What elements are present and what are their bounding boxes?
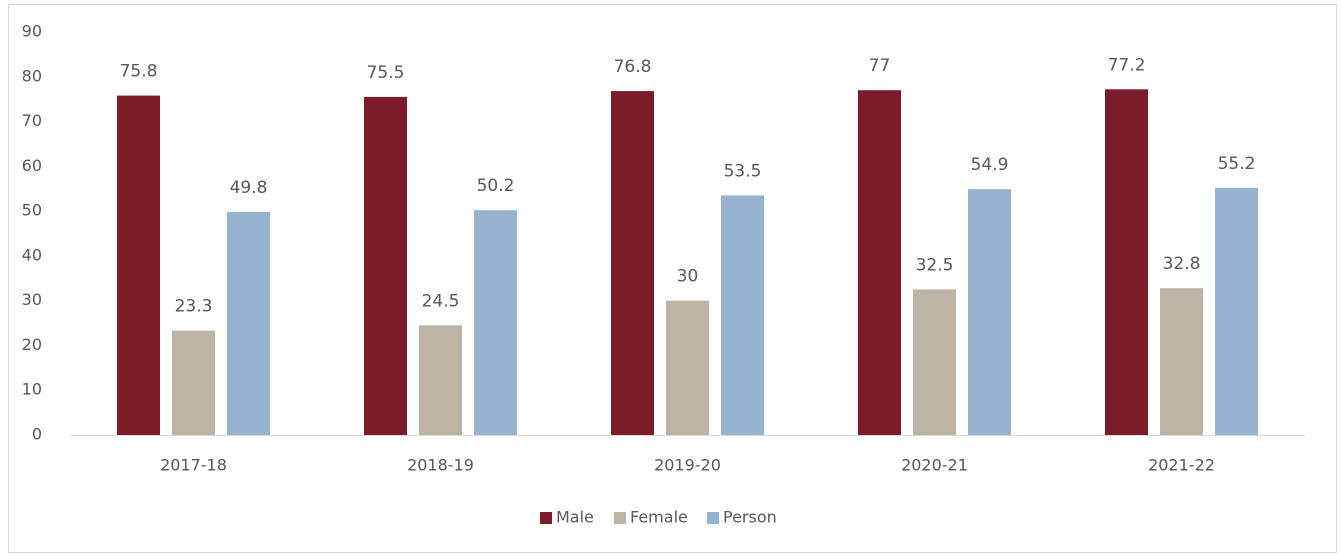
bar	[611, 91, 654, 436]
bar	[1215, 187, 1258, 435]
bar	[913, 289, 956, 435]
data-label: 24.5	[422, 291, 460, 311]
legend-label: Person	[723, 508, 777, 527]
data-label: 53.5	[724, 161, 762, 181]
data-label: 50.2	[477, 176, 515, 196]
legend-swatch	[540, 512, 552, 524]
y-tick-label: 60	[22, 156, 42, 175]
data-label: 54.9	[971, 155, 1009, 175]
data-label: 75.8	[120, 62, 158, 82]
y-tick-label: 50	[22, 201, 42, 220]
legend-swatch	[614, 512, 626, 524]
x-tick-label: 2019-20	[654, 456, 721, 475]
data-label: 23.3	[175, 297, 213, 317]
bar	[364, 96, 407, 435]
bar	[474, 210, 517, 435]
data-label: 75.5	[367, 63, 405, 83]
legend-label: Male	[556, 508, 594, 527]
y-tick-label: 40	[22, 245, 42, 264]
data-label: 55.2	[1218, 154, 1256, 174]
legend-swatch	[707, 512, 719, 524]
bar	[968, 189, 1011, 435]
x-tick-label: 2021-22	[1148, 456, 1215, 475]
y-tick-label: 80	[22, 66, 42, 85]
data-label: 32.8	[1163, 254, 1201, 274]
data-label: 77	[869, 56, 891, 76]
y-tick-label: 20	[22, 335, 42, 354]
bar	[721, 195, 764, 435]
bar	[172, 330, 215, 435]
y-tick-label: 30	[22, 290, 42, 309]
y-tick-label: 10	[22, 380, 42, 399]
y-tick-label: 70	[22, 111, 42, 130]
x-tick-label: 2017-18	[160, 456, 227, 475]
data-label: 49.8	[230, 178, 268, 198]
y-tick-label: 0	[32, 425, 42, 444]
data-label: 30	[677, 267, 699, 287]
y-tick-label: 90	[22, 22, 42, 41]
legend-label: Female	[630, 508, 688, 527]
bar	[858, 90, 901, 435]
x-tick-label: 2018-19	[407, 456, 474, 475]
bar	[666, 300, 709, 435]
data-label: 76.8	[614, 57, 652, 77]
data-label: 32.5	[916, 255, 954, 275]
bar	[419, 325, 462, 435]
bar	[1105, 89, 1148, 435]
bar	[227, 212, 270, 435]
bar	[1160, 288, 1203, 435]
bar	[117, 95, 160, 435]
x-tick-label: 2020-21	[901, 456, 968, 475]
data-label: 77.2	[1108, 55, 1146, 75]
